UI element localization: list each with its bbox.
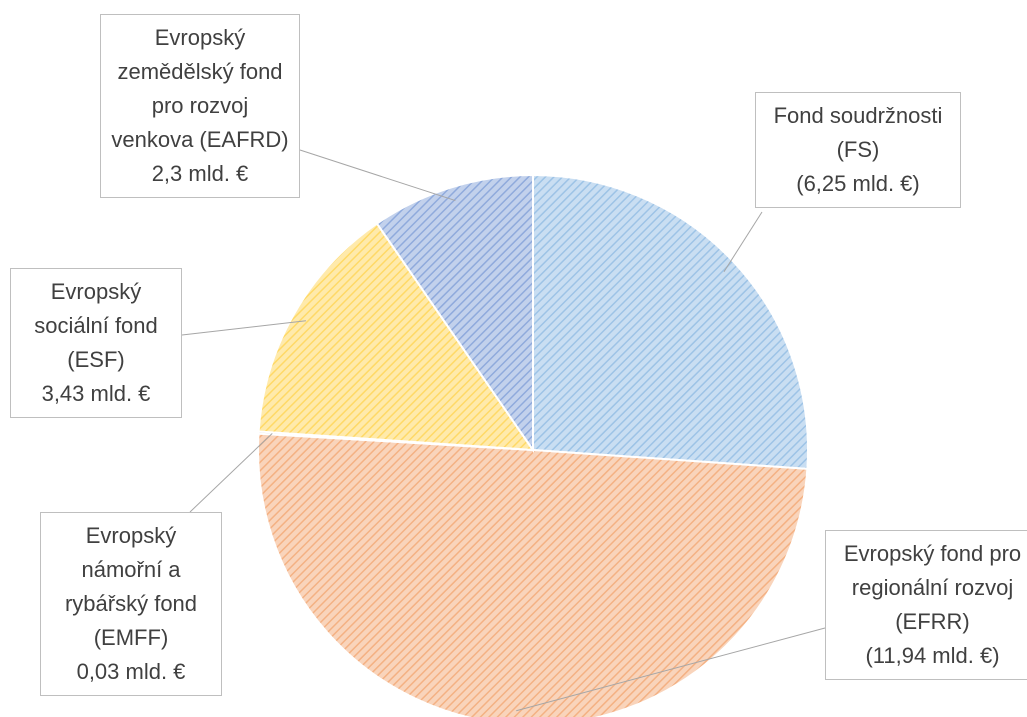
label-name: Evropský fond pro regionální rozvoj (EFR… [843,541,1022,634]
data-label: Evropský zemědělský fond pro rozvoj venk… [100,14,300,198]
label-value: 2,3 mld. € [151,161,249,186]
pie-slice [257,222,535,452]
pie-slice [375,173,534,454]
pie-slice [532,173,809,470]
label-name: Fond soudržnosti (FS) [773,103,943,162]
leader-line [723,211,763,273]
leader-line [299,149,456,202]
leader-line [516,627,826,712]
leader-line [181,320,307,336]
leader-line [189,433,273,513]
label-name: Evropský zemědělský fond pro rozvoj venk… [111,25,289,152]
data-label: Evropský námořní a rybářský fond (EMFF) 0… [40,512,222,696]
label-value: (6,25 mld. €) [796,171,920,196]
label-value: (11,94 mld. €) [865,643,1000,668]
label-value: 3,43 mld. € [41,381,151,406]
data-label: Evropský sociální fond (ESF) 3,43 mld. € [10,268,182,418]
label-name: Evropský sociální fond (ESF) [34,279,158,372]
data-label: Fond soudržnosti (FS) (6,25 mld. €) [755,92,961,208]
label-value: 0,03 mld. € [76,659,186,684]
label-name: Evropský námořní a rybářský fond (EMFF) [64,523,198,650]
data-label: Evropský fond pro regionální rozvoj (EFR… [825,530,1027,680]
pie-slice [257,432,809,717]
